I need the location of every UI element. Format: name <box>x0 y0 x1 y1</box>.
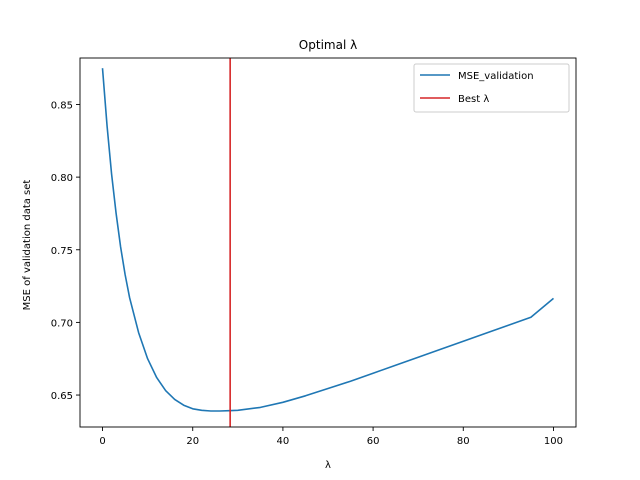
y-axis-label: MSE of validation data set <box>22 180 33 311</box>
x-tick-label: 0 <box>99 436 105 447</box>
y-tick-label: 0.80 <box>51 173 73 184</box>
chart-title: Optimal λ <box>299 38 357 52</box>
legend: MSE_validation Best λ <box>413 63 570 113</box>
axes-frame <box>79 57 577 428</box>
legend-label-mse-validation: MSE_validation <box>458 71 534 82</box>
x-tick-label: 40 <box>277 436 290 447</box>
series-line-mse-validation <box>101 68 555 412</box>
x-tick-label: 20 <box>186 436 199 447</box>
y-tick-label: 0.65 <box>51 391 73 402</box>
x-tick-label: 60 <box>367 436 380 447</box>
legend-label-best-lambda: Best λ <box>458 94 489 105</box>
plot-area: 0 20 40 60 80 100 0.65 0.70 0.75 0.80 0.85 <box>51 57 577 447</box>
x-tick-label: 100 <box>544 436 563 447</box>
y-tick-label: 0.75 <box>51 246 73 257</box>
y-tick-label: 0.70 <box>51 318 73 329</box>
x-axis-label: λ <box>325 460 331 471</box>
x-tick-label: 80 <box>457 436 470 447</box>
y-tick-label: 0.85 <box>51 100 73 111</box>
legend-box <box>413 63 570 113</box>
